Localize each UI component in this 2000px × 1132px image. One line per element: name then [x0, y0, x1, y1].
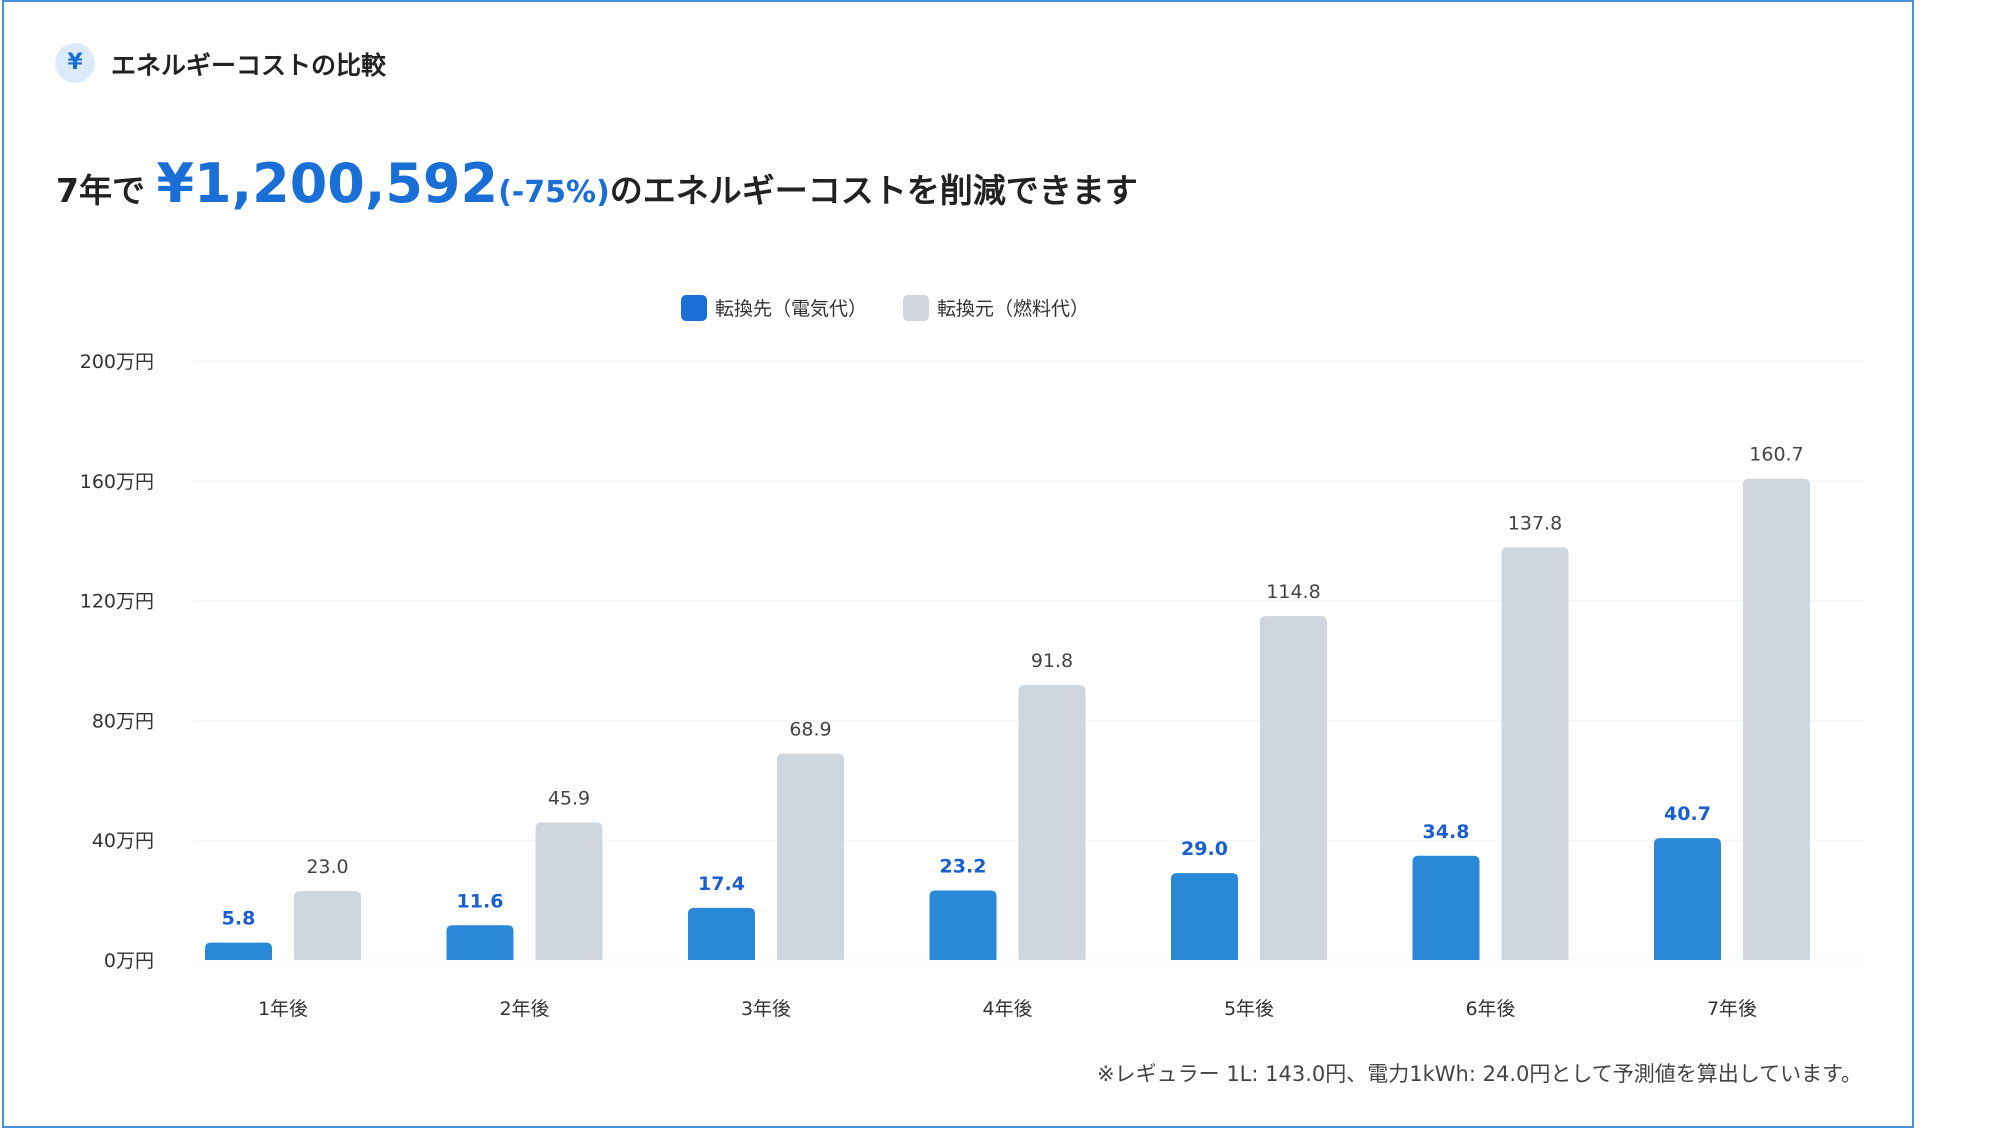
value-label-fuel: 91.8: [1031, 650, 1073, 672]
savings-percent: (-75%): [498, 175, 610, 210]
value-label-fuel: 114.8: [1266, 581, 1320, 603]
bar-electric: [1171, 873, 1238, 960]
bar-fuel: [1501, 547, 1569, 960]
value-label-electric: 17.4: [698, 873, 745, 895]
bar-electric: [1654, 838, 1721, 960]
x-tick-label: 6年後: [1465, 998, 1515, 1020]
value-label-fuel: 137.8: [1508, 512, 1562, 534]
headline-suffix: のエネルギーコストを削減できます: [609, 171, 1138, 210]
bar-fuel: [294, 891, 361, 960]
value-label-electric: 29.0: [1181, 838, 1228, 860]
bar-electric: [1412, 855, 1480, 960]
value-label-fuel: 68.9: [789, 719, 831, 741]
bar-fuel: [777, 753, 844, 960]
x-tick-label: 2年後: [499, 998, 549, 1020]
legend-label-fuel: 転換元（燃料代）: [937, 298, 1090, 320]
legend-swatch-electric: [680, 294, 707, 321]
legend-swatch-fuel: [903, 294, 929, 321]
bar-chart: 0万円 40万円 80万円 120万円 160万円 200万円 5.8 23.0 1年後 11.6…: [80, 351, 1864, 1020]
bar-fuel: [1018, 685, 1086, 960]
value-label-electric: 34.8: [1423, 821, 1470, 843]
x-tick-label: 3年後: [741, 998, 791, 1020]
x-tick-label: 5年後: [1224, 998, 1274, 1020]
x-tick-label: 7年後: [1707, 998, 1757, 1020]
footnote: ※レギュラー 1L: 143.0円、電力1kWh: 24.0円として予測値を算出…: [1097, 1062, 1862, 1086]
bar-electric: [446, 925, 514, 960]
savings-headline: 7年で ¥1,200,592(-75%)のエネルギーコストを削減できます: [56, 152, 1138, 215]
bar-electric: [688, 907, 755, 960]
energy-cost-card: ¥ エネルギーコストの比較 7年で ¥1,200,592(-75%)のエネルギー…: [2, 0, 1914, 1128]
legend-item-fuel[interactable]: 転換元（燃料代）: [903, 294, 1089, 321]
value-label-fuel: 160.7: [1749, 444, 1803, 466]
y-tick-label: 80万円: [92, 710, 154, 732]
x-tick-label: 1年後: [258, 998, 308, 1020]
chart-legend: 転換先（電気代） 転換元（燃料代）: [4, 294, 1916, 321]
value-label-electric: 40.7: [1664, 803, 1711, 825]
value-label-electric: 23.2: [940, 856, 987, 878]
bar-fuel: [535, 822, 603, 960]
savings-amount: ¥1,200,592: [156, 152, 499, 215]
headline-prefix: 7年で: [56, 171, 145, 210]
card-title: エネルギーコストの比較: [111, 51, 387, 80]
value-label-fuel: 45.9: [548, 788, 590, 810]
legend-item-electric[interactable]: 転換先（電気代）: [680, 294, 867, 321]
y-tick-label: 200万円: [80, 351, 154, 373]
x-tick-label: 4年後: [982, 998, 1032, 1020]
y-tick-label: 0万円: [104, 950, 154, 972]
value-label-electric: 5.8: [222, 908, 256, 930]
y-tick-label: 120万円: [80, 591, 154, 613]
bar-fuel: [1260, 616, 1327, 960]
value-label-fuel: 23.0: [306, 856, 348, 878]
bar-fuel: [1743, 478, 1810, 960]
yen-icon: ¥: [55, 43, 95, 83]
y-tick-label: 160万円: [80, 471, 154, 493]
value-label-electric: 11.6: [457, 890, 504, 912]
legend-label-electric: 転換先（電気代）: [714, 298, 867, 320]
bar-electric: [205, 942, 272, 960]
y-tick-label: 40万円: [92, 830, 154, 852]
bar-electric: [929, 890, 997, 960]
